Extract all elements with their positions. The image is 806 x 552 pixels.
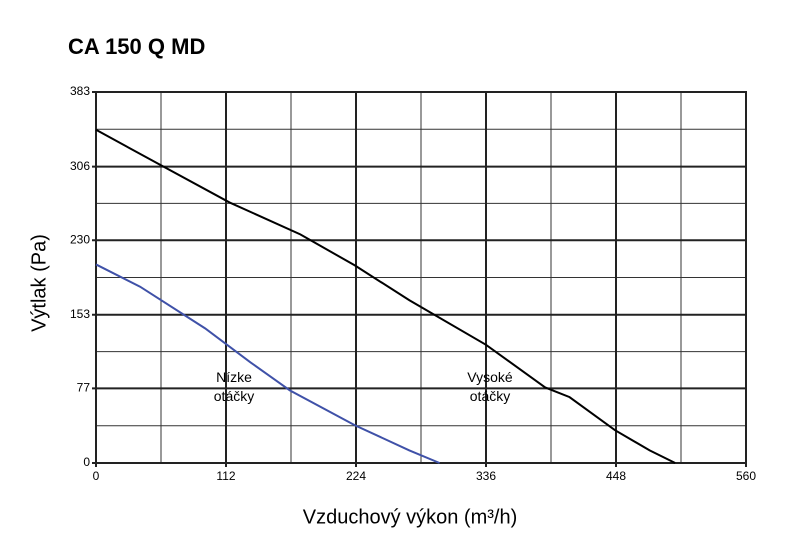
x-axis-label: Vzduchový výkon (m³/h) (303, 506, 518, 528)
annotation-line: Nízke (216, 369, 252, 385)
y-tick-label: 383 (70, 84, 90, 98)
x-tick-label: 0 (93, 469, 100, 483)
series-line (95, 263, 440, 464)
x-tick-label: 224 (346, 469, 366, 483)
annotation: Vysoké otáčky (467, 369, 513, 404)
annotation-line: otáčky (214, 388, 254, 404)
x-tick-label: 448 (606, 469, 626, 483)
y-tick-label: 0 (83, 455, 90, 469)
y-tick-label: 77 (77, 381, 91, 395)
chart-title: CA 150 Q MD (68, 34, 205, 59)
y-tick-label: 230 (70, 232, 90, 246)
y-axis-label: Výtlak (Pa) (28, 234, 50, 332)
y-tick-label: 306 (70, 159, 90, 173)
x-tick-label: 112 (216, 469, 235, 483)
series-line (95, 128, 676, 464)
y-tick-label: 153 (70, 307, 90, 321)
annotation-line: Vysoké (467, 369, 513, 385)
plot-frame (95, 91, 747, 464)
annotation: Nízke otáčky (214, 369, 254, 404)
x-tick-label: 560 (736, 469, 756, 483)
annotation-line: otáčky (470, 388, 510, 404)
x-tick-label: 336 (476, 469, 496, 483)
